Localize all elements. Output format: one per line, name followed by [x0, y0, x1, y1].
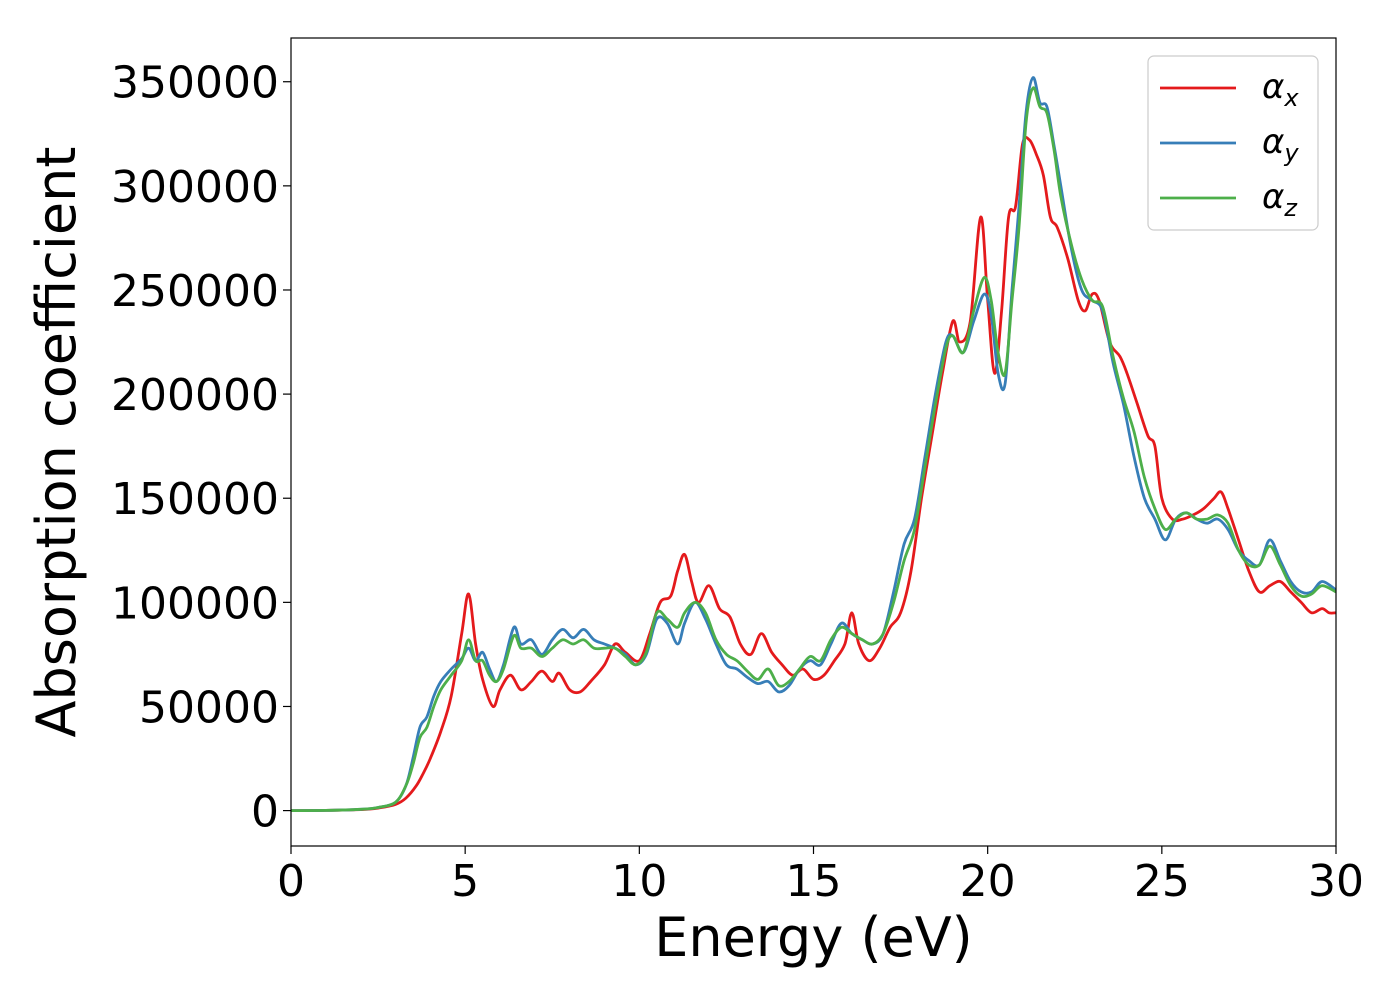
y-tick-label: 200000: [111, 370, 279, 421]
legend-label-alpha-z: αz: [1262, 177, 1298, 222]
series-lines: [291, 76, 1336, 812]
plot-area: [290, 37, 1337, 847]
series-line-alpha-z: [291, 86, 1336, 812]
series-line-alpha-x: [291, 135, 1336, 812]
x-tick-label: 5: [451, 856, 479, 907]
x-axis-ticks: 0 5 10 15 20 25 30: [277, 846, 1364, 907]
y-tick-label: 300000: [111, 162, 279, 213]
legend-label-alpha-y: αy: [1262, 122, 1299, 167]
y-tick-label: 250000: [111, 266, 279, 317]
x-tick-label: 30: [1308, 856, 1364, 907]
x-tick-label: 10: [611, 856, 667, 907]
legend: αx αy αz: [1147, 55, 1319, 231]
y-tick-label: 350000: [111, 58, 279, 109]
x-tick-label: 15: [786, 856, 842, 907]
x-tick-label: 0: [277, 856, 305, 907]
y-axis-label: Absorption coefficient: [25, 147, 88, 738]
y-tick-label: 0: [251, 787, 279, 838]
y-tick-label: 150000: [111, 474, 279, 525]
legend-label-alpha-x: αx: [1262, 67, 1299, 112]
y-axis-ticks: 0 50000 100000 150000 200000 250000 300000 3500…: [111, 58, 291, 838]
x-axis-label: Energy (eV): [654, 906, 973, 969]
x-tick-label: 20: [960, 856, 1016, 907]
y-tick-label: 50000: [139, 682, 279, 733]
x-tick-label: 25: [1134, 856, 1190, 907]
y-tick-label: 100000: [111, 578, 279, 629]
